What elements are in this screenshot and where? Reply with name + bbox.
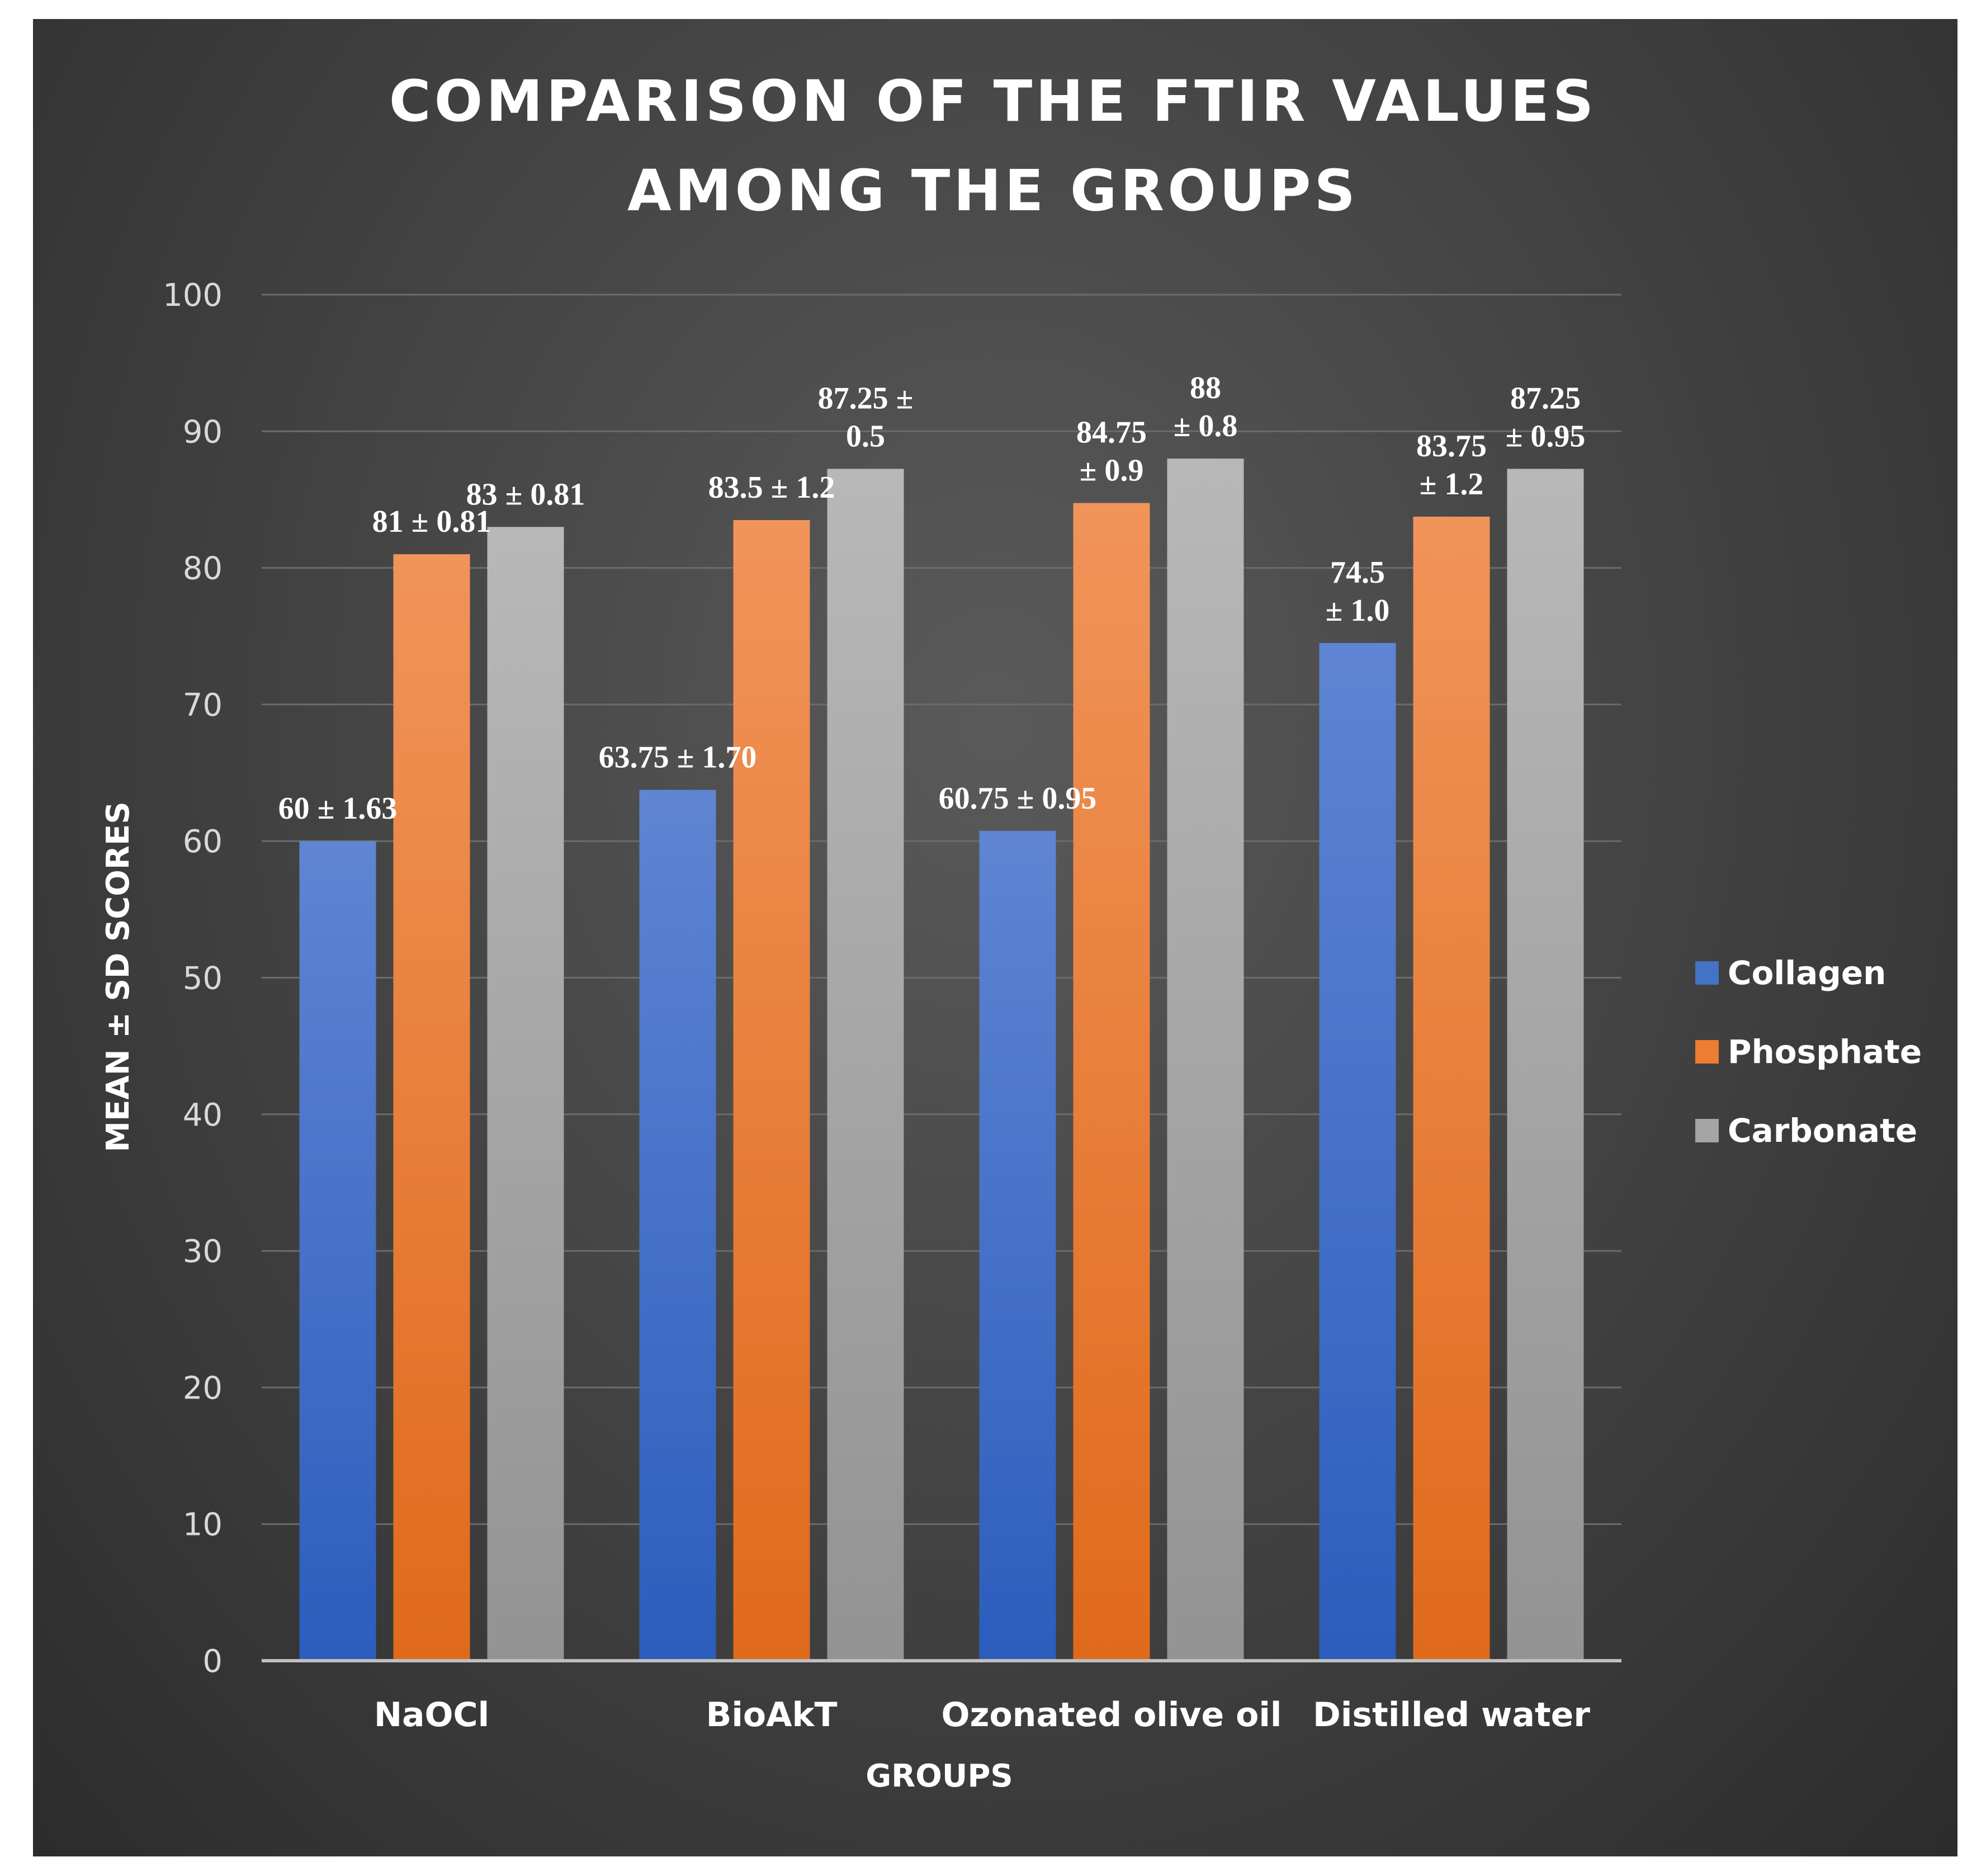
y-tick-label: 90	[183, 414, 223, 450]
bar-phosphate	[1413, 516, 1490, 1661]
bar-carbonate	[1507, 469, 1584, 1661]
y-tick-label: 30	[183, 1234, 223, 1270]
data-label: 60.75 ± 0.95	[939, 781, 1097, 816]
data-label: 87.25 ±	[818, 381, 914, 415]
x-category-label: NaOCl	[374, 1695, 489, 1735]
data-label: 74.5	[1330, 555, 1385, 590]
data-label: ± 0.9	[1080, 453, 1144, 488]
x-category-label: Distilled water	[1313, 1695, 1590, 1735]
legend-swatch-collagen	[1695, 961, 1719, 985]
legend-swatch-carbonate	[1695, 1119, 1719, 1142]
bar-phosphate	[393, 554, 470, 1661]
legend-swatch-phosphate	[1695, 1040, 1719, 1064]
data-label: 83.75	[1416, 429, 1487, 464]
x-axis-categories: NaOCl BioAkT Ozonated olive oil Distilled w…	[374, 1695, 1591, 1735]
y-tick-label: 20	[183, 1370, 223, 1406]
data-label: ± 0.95	[1506, 419, 1586, 453]
legend-label: Collagen	[1728, 954, 1886, 992]
legend-label: Carbonate	[1728, 1112, 1917, 1150]
bar-collagen	[639, 790, 716, 1661]
data-label: 63.75 ± 1.70	[599, 740, 757, 775]
data-label: 0.5	[846, 419, 885, 453]
bars	[299, 459, 1584, 1661]
bar-collagen	[299, 841, 376, 1661]
bar-carbonate	[487, 527, 564, 1661]
x-category-label: BioAkT	[706, 1695, 838, 1735]
y-tick-label: 40	[183, 1097, 223, 1133]
data-label: ± 1.0	[1326, 593, 1390, 628]
data-label: ± 0.8	[1174, 409, 1238, 443]
x-axis-title: GROUPS	[866, 1758, 1013, 1794]
y-tick-label: 10	[183, 1507, 223, 1543]
data-label: 81 ± 0.81	[372, 504, 491, 539]
legend: Collagen Phosphate Carbonate	[1695, 954, 1922, 1150]
bar-phosphate	[733, 520, 810, 1661]
bar-carbonate	[827, 469, 904, 1661]
y-tick-label: 0	[202, 1643, 223, 1680]
bar-carbonate	[1167, 459, 1244, 1661]
y-tick-label: 100	[163, 277, 223, 314]
y-tick-label: 80	[183, 551, 223, 587]
chart-title-line-2: AMONG THE GROUPS	[627, 158, 1359, 224]
data-label: ± 1.2	[1420, 467, 1484, 502]
data-label: 87.25	[1510, 381, 1581, 415]
data-label: 88	[1190, 371, 1221, 405]
bar-collagen	[979, 830, 1056, 1661]
data-label: 83 ± 0.81	[466, 477, 585, 512]
bar-collagen	[1319, 642, 1396, 1661]
data-label: 60 ± 1.63	[278, 791, 398, 826]
legend-label: Phosphate	[1728, 1033, 1922, 1071]
y-tick-label: 60	[183, 824, 223, 860]
y-axis-title: MEAN ± SD SCORES	[100, 801, 136, 1152]
y-tick-label: 50	[183, 961, 223, 997]
bar-phosphate	[1073, 503, 1150, 1661]
x-category-label: Ozonated olive oil	[942, 1695, 1282, 1735]
y-tick-label: 70	[183, 687, 223, 724]
y-axis-ticks: 0 10 20 30 40 50 60 70 80 90 100	[163, 277, 223, 1680]
data-label: 83.5 ± 1.2	[708, 470, 835, 505]
data-label: 84.75	[1076, 415, 1147, 450]
chart-title-line-1: COMPARISON OF THE FTIR VALUES	[389, 68, 1597, 135]
